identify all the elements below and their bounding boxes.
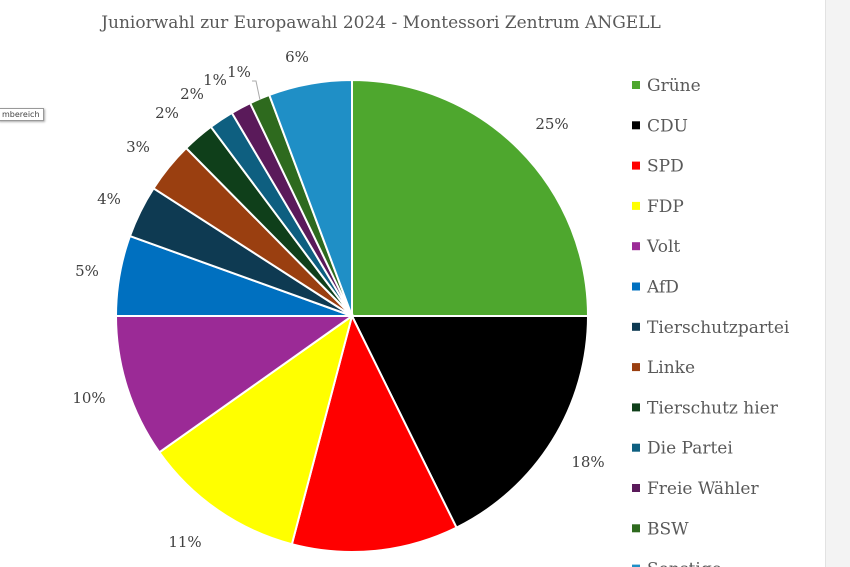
pie-slice-spd[interactable] bbox=[290, 313, 458, 553]
legend-label: Grüne bbox=[647, 76, 701, 96]
legend-swatch bbox=[632, 524, 640, 533]
legend-item[interactable]: AfD bbox=[632, 278, 679, 298]
legend-label: Freie Wähler bbox=[647, 479, 759, 499]
legend-swatch bbox=[632, 242, 640, 251]
legend-label: Sonstige bbox=[647, 560, 722, 567]
pie-slice-gr-ne[interactable] bbox=[351, 78, 590, 317]
pie-slice-sonstige[interactable] bbox=[267, 78, 353, 317]
legend-label: BSW bbox=[647, 519, 689, 539]
data-label: 18% bbox=[571, 453, 604, 471]
legend-item[interactable]: SPD bbox=[632, 157, 684, 177]
legend-item[interactable]: Tierschutz hier bbox=[632, 398, 779, 418]
data-label: 6% bbox=[285, 48, 309, 66]
data-label: 4% bbox=[97, 190, 121, 208]
legend-label: Linke bbox=[647, 358, 695, 378]
legend-label: Tierschutzpartei bbox=[647, 318, 790, 338]
legend-item[interactable]: Tierschutzpartei bbox=[632, 318, 790, 338]
legend-swatch bbox=[632, 322, 640, 331]
pie-slice-fdp[interactable] bbox=[157, 313, 354, 546]
legend: Grüne CDU SPD FDP Volt AfD Tierschutzpartei Lin… bbox=[632, 76, 790, 567]
data-label: 11% bbox=[168, 533, 201, 551]
legend-item[interactable]: FDP bbox=[632, 197, 684, 217]
legend-label: CDU bbox=[647, 116, 688, 136]
legend-swatch bbox=[632, 484, 640, 492]
legend-swatch bbox=[632, 121, 640, 130]
legend-swatch bbox=[632, 403, 640, 412]
legend-item[interactable]: Freie Wähler bbox=[632, 479, 759, 499]
legend-swatch bbox=[632, 161, 640, 170]
data-label: 2% bbox=[180, 85, 204, 103]
legend-item[interactable]: CDU bbox=[632, 116, 688, 136]
legend-swatch bbox=[632, 282, 640, 291]
legend-swatch bbox=[632, 363, 640, 372]
data-label: 10% bbox=[72, 389, 105, 407]
chart-title: Juniorwahl zur Europawahl 2024 - Montess… bbox=[99, 13, 661, 33]
legend-item[interactable]: Linke bbox=[632, 358, 695, 378]
data-label: 1% bbox=[227, 63, 251, 81]
side-panel bbox=[825, 0, 850, 567]
legend-swatch bbox=[632, 564, 640, 567]
pie-slice-volt[interactable] bbox=[114, 315, 356, 454]
data-label: 3% bbox=[126, 138, 150, 156]
legend-swatch bbox=[632, 201, 640, 210]
data-label: 5% bbox=[75, 262, 99, 280]
legend-item[interactable]: Die Partei bbox=[632, 439, 733, 459]
legend-label: AfD bbox=[646, 278, 679, 298]
legend-item[interactable]: Grüne bbox=[632, 76, 701, 96]
legend-label: Die Partei bbox=[647, 439, 733, 459]
data-label: 2% bbox=[155, 104, 179, 122]
legend-swatch bbox=[632, 81, 640, 89]
legend-item[interactable]: Volt bbox=[632, 237, 680, 257]
tooltip: mbereich bbox=[0, 108, 44, 121]
legend-swatch bbox=[632, 443, 640, 452]
data-label: 25% bbox=[535, 115, 568, 133]
legend-item[interactable]: BSW bbox=[632, 519, 689, 539]
legend-label: Volt bbox=[646, 237, 680, 257]
data-label: 1% bbox=[203, 71, 227, 89]
legend-item[interactable]: Sonstige bbox=[632, 560, 722, 567]
pie-slice-cdu[interactable] bbox=[350, 315, 590, 529]
leader-line bbox=[252, 80, 261, 101]
legend-label: FDP bbox=[647, 197, 684, 217]
legend-label: Tierschutz hier bbox=[647, 398, 779, 418]
legend-label: SPD bbox=[647, 157, 684, 177]
